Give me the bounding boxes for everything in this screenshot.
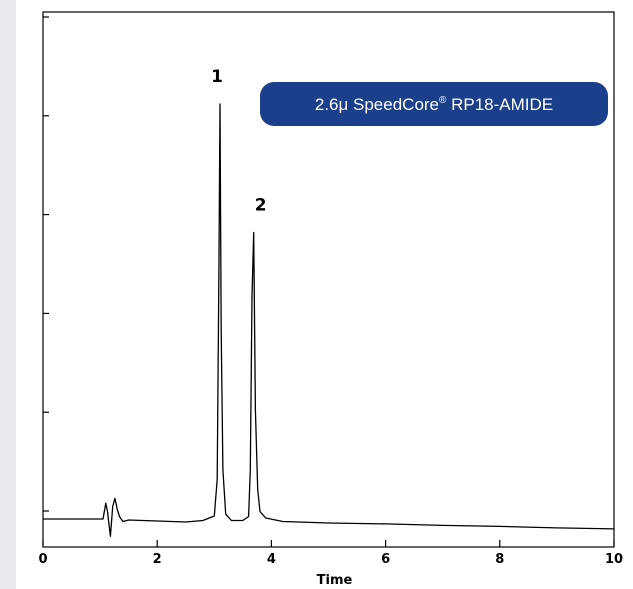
- peak-labels: 12: [211, 67, 267, 215]
- tick-labels: 0 2 4 6 8 10: [38, 552, 623, 567]
- x-tick-label: 4: [267, 552, 276, 567]
- peak-label-1: 1: [211, 67, 223, 87]
- x-tick-label: 10: [605, 552, 623, 567]
- axes: [42, 11, 615, 548]
- column-badge-label: 2.6μ SpeedCore® RP18-AMIDE: [315, 95, 553, 114]
- column-badge-background: [260, 82, 608, 126]
- column-badge-text-main: 2.6μ SpeedCore: [315, 95, 439, 114]
- x-tick-label: 6: [381, 552, 390, 567]
- x-tick-label: 2: [153, 552, 162, 567]
- tick-marks: [42, 16, 615, 547]
- x-tick-label: 8: [495, 552, 504, 567]
- registered-mark: ®: [439, 95, 447, 106]
- column-badge: 2.6μ SpeedCore® RP18-AMIDE: [260, 82, 608, 126]
- x-tick-label: 0: [38, 552, 47, 567]
- column-badge-text-suffix: RP18-AMIDE: [446, 95, 553, 114]
- plot-frame: [42, 11, 615, 548]
- x-axis-title: Time: [317, 573, 353, 588]
- chromatogram-trace: [43, 103, 615, 537]
- peak-label-2: 2: [255, 195, 267, 215]
